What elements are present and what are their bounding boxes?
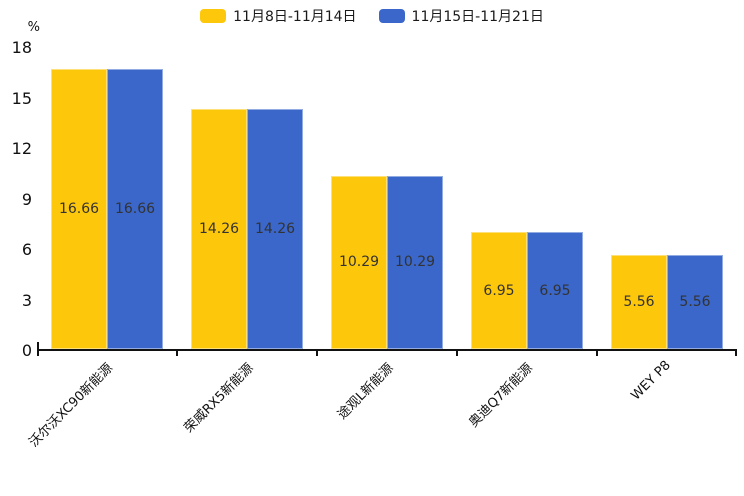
x-category-label-2: 途观L新能源 (334, 360, 397, 423)
x-axis-tick (596, 351, 598, 356)
bar-series-0-cat-4: 5.56 (611, 255, 667, 349)
bar-value-label: 14.26 (198, 220, 240, 237)
bar-series-0-cat-2: 10.29 (331, 175, 387, 349)
x-category-label-4: WEY P8 (628, 358, 674, 404)
bar-group-2: 10.29 10.29 (317, 48, 457, 349)
y-tick-label: 12 (11, 139, 32, 158)
bar-value-label: 5.56 (679, 294, 711, 311)
bar-series-0-cat-1: 14.26 (191, 108, 247, 349)
x-axis-tick (456, 351, 458, 356)
y-tick-label: 0 (21, 341, 32, 360)
y-tick-label: 3 (21, 290, 32, 310)
bar-value-label: 6.95 (539, 282, 571, 299)
bar-value-label: 10.29 (394, 254, 436, 271)
bar-group-1: 14.26 14.26 (177, 48, 317, 349)
y-tick-label: 15 (11, 88, 32, 108)
legend-label: 11月15日-11月21日 (411, 9, 544, 25)
bar-value-label: 14.26 (254, 220, 296, 237)
legend-item-series-1[interactable]: 11月15日-11月21日 (378, 6, 544, 26)
bar-value-label: 16.66 (58, 200, 100, 217)
legend-swatch-icon (200, 9, 227, 23)
bar-value-label: 16.66 (114, 200, 156, 217)
x-axis-tick (176, 351, 178, 356)
legend: 11月8日-11月14日 11月15日-11月21日 (0, 6, 744, 26)
x-category-label-0: 沃尔沃XC90新能源 (26, 360, 117, 451)
bar-series-1-cat-4: 5.56 (667, 255, 723, 349)
y-tick-label: 9 (21, 189, 32, 209)
y-tick-label: 6 (21, 240, 32, 259)
bar-series-0-cat-3: 6.95 (471, 232, 527, 349)
bar-series-0-cat-0: 16.66 (51, 68, 107, 349)
x-category-label-1: 荣威RX5新能源 (181, 360, 257, 436)
bar-group-4: 5.56 5.56 (597, 48, 737, 349)
bar-series-1-cat-1: 14.26 (247, 108, 303, 349)
bar-series-1-cat-2: 10.29 (387, 175, 443, 349)
plot-area: 16.66 16.66 14.26 14.26 10.29 10.29 6.95 6.95 5.… (37, 48, 737, 356)
legend-label: 11月8日-11月14日 (233, 9, 357, 25)
x-axis-tick (316, 351, 318, 356)
bar-group-3: 6.95 6.95 (457, 48, 597, 349)
bar-series-1-cat-3: 6.95 (527, 232, 583, 349)
bar-value-label: 10.29 (338, 254, 380, 271)
x-axis-tick (37, 351, 39, 356)
axis-corner (37, 342, 39, 349)
legend-swatch-icon (378, 9, 405, 23)
y-tick-label: 18 (11, 38, 32, 57)
bar-value-label: 5.56 (623, 294, 655, 311)
y-axis-unit-label: % (27, 20, 40, 35)
bar-series-1-cat-0: 16.66 (107, 68, 163, 349)
x-category-label-3: 奥迪Q7新能源 (466, 360, 537, 431)
bar-group-0: 16.66 16.66 (37, 48, 177, 349)
x-axis-tick (735, 351, 737, 356)
bar-value-label: 6.95 (483, 282, 515, 299)
legend-item-series-0[interactable]: 11月8日-11月14日 (200, 6, 357, 26)
